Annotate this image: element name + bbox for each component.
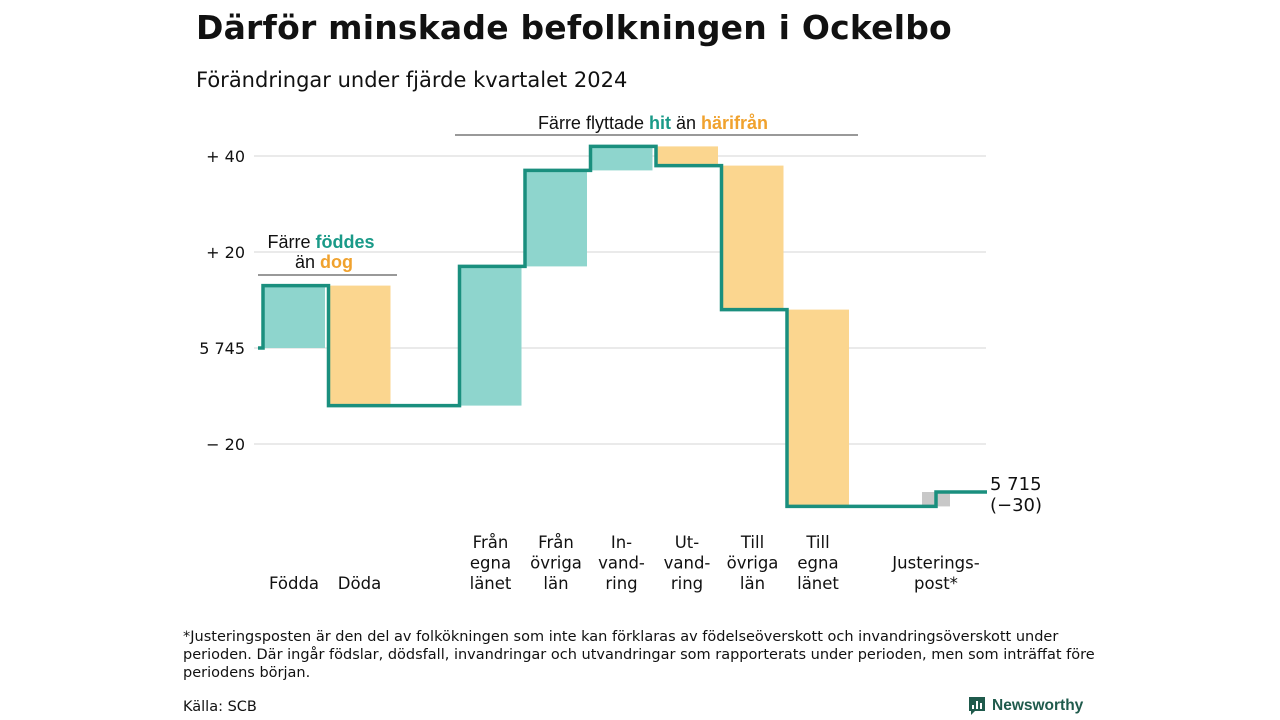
x-label-2: Från egna länet [470, 533, 512, 593]
y-tick-label-3: − 20 [206, 435, 245, 454]
newsworthy-logo: Newsworthy [968, 696, 1083, 716]
end-value-label: 5 715 (−30) [990, 474, 1042, 516]
births-annotation-line1: Färre föddes [267, 232, 374, 252]
migration-annotation-prefix: Färre flyttade [538, 113, 649, 133]
x-label-0: Födda [269, 574, 319, 593]
y-axis-labels: + 40 + 20 5 745 − 20 [199, 147, 245, 454]
end-change: (−30) [990, 495, 1042, 516]
chart-subtitle: Förändringar under fjärde kvartalet 2024 [196, 68, 628, 92]
bars [263, 146, 950, 507]
x-label-5: Ut-vand-ring [664, 533, 711, 593]
bar-0 [263, 285, 325, 348]
x-axis-labels: Födda Döda Från egna länet Från övriga län In-va… [269, 533, 980, 593]
annotations: Färre föddes än dog Färre flyttade hit ä… [258, 113, 858, 276]
x-label-4: In-vand-ring [598, 533, 645, 593]
bar-3 [525, 170, 587, 267]
y-tick-label-0: + 40 [206, 147, 245, 166]
y-tick-label-1: + 20 [206, 243, 245, 262]
x-label-1: Döda [338, 574, 381, 593]
x-label-7: Till egna länet [797, 533, 839, 593]
bar-6 [721, 165, 784, 310]
cumulative-step-line [258, 144, 987, 509]
migration-annotation-middle: än [671, 113, 701, 133]
bar-7 [787, 309, 849, 507]
bar-1 [328, 285, 391, 406]
newsworthy-logo-icon [969, 697, 985, 715]
migration-annotation: Färre flyttade hit än härifrån [538, 113, 768, 133]
x-label-6: Till övriga län [727, 533, 779, 593]
migration-annotation-harifran: härifrån [701, 113, 768, 133]
deaths-annotation-prefix: än [295, 252, 320, 272]
bar-4 [590, 146, 653, 171]
bar-2 [459, 266, 522, 406]
x-label-8: Justerings-post* [891, 554, 979, 594]
x-label-3: Från övriga län [530, 533, 582, 593]
source-label: Källa: SCB [183, 699, 257, 715]
births-annotation-highlight: föddes [316, 232, 375, 252]
brand-name: Newsworthy [992, 697, 1084, 714]
births-annotation-prefix: Färre [267, 232, 315, 252]
end-value: 5 715 [990, 474, 1042, 495]
migration-annotation-hit: hit [649, 113, 671, 133]
footnote: *Justeringsposten är den del av folkökni… [183, 629, 1095, 681]
chart-title: Därför minskade befolkningen i Ockelbo [196, 8, 952, 47]
births-annotation-line2: än dog [295, 252, 353, 272]
waterfall-chart: + 40 + 20 5 745 − 20 Färre föddes än dog Fä… [199, 113, 1042, 593]
y-tick-label-2: 5 745 [199, 339, 245, 358]
bar-5 [656, 146, 718, 166]
deaths-annotation-highlight: dog [320, 252, 353, 272]
